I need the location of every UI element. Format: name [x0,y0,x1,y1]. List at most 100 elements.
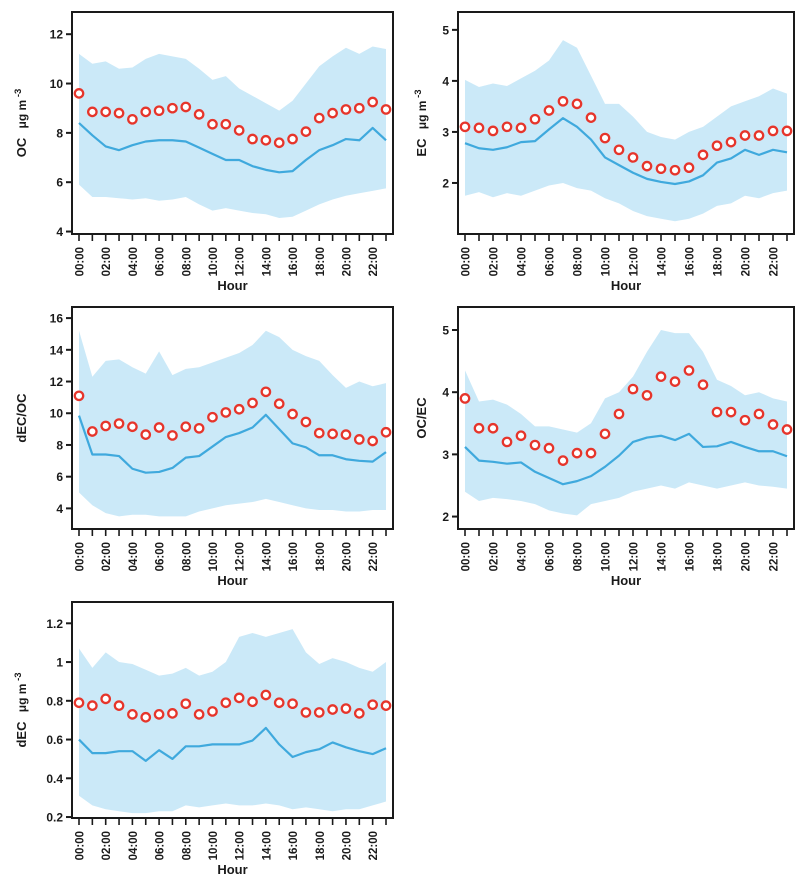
confidence-band [465,330,787,516]
mean-marker [557,455,569,466]
y-tick-label: 3 [442,125,449,139]
mean-marker [529,113,541,125]
mean-marker [140,106,152,118]
mean-marker [739,414,751,426]
plot-frame [71,11,394,235]
mean-marker [340,703,352,714]
x-tick-label: 10:00 [601,542,613,571]
y-tick-label: 6 [56,470,63,484]
mean-marker [697,379,709,391]
mean-marker [367,435,379,447]
mean-marker [753,408,765,420]
mean-markers [73,386,392,447]
mean-marker [140,711,152,723]
y-tick-label: 5 [442,23,449,37]
x-tick-label: 22:00 [368,831,380,860]
mean-marker [599,428,611,440]
y-tick-label: 0.2 [46,811,63,825]
mean-marker [767,419,779,430]
mean-marker [167,708,178,719]
y-tick-label: 5 [442,324,449,338]
y-tick-label: 0.8 [46,694,63,708]
x-tick-label: 22:00 [368,542,380,571]
x-tick-label: 08:00 [181,542,193,571]
x-tick-label: 22:00 [368,247,380,276]
x-tick-label: 22:00 [769,247,781,276]
mean-marker [669,376,681,387]
plot-frame [457,306,795,530]
mean-marker [767,125,779,137]
y-tick-label: 16 [50,312,64,326]
mean-marker [340,104,352,115]
mean-marker [655,371,667,382]
x-tick-label: 04:00 [128,831,140,860]
panel-oc: 4 6 8 10 12 00:00 02:00 04:00 06:00 08:00 10:00 12:… [0,0,400,295]
mean-marker [180,698,192,710]
mean-marker [153,709,165,720]
mean-marker [340,429,352,440]
y-tick-label: 4 [56,502,63,516]
y-axis: 4 6 8 10 12 [50,28,71,239]
mean-marker [180,101,192,113]
mean-marker [641,160,653,172]
x-tick-label: 04:00 [517,542,529,571]
mean-marker [543,442,555,454]
mean-marker [247,133,258,145]
y-tick-label: 6 [56,176,63,190]
x-tick-label: 10:00 [208,247,220,276]
x-axis-label: Hour [611,573,641,588]
mean-marker [627,152,639,163]
x-axis: 00:00 02:00 04:00 06:00 08:00 10:00 12:00 14:00… [75,819,387,860]
mean-marker [153,105,165,117]
chart-oc-ec: 2 3 4 5 00:00 02:00 04:00 06:00 08:00 10:00 12:00 1… [414,306,795,588]
mean-marker [260,134,272,146]
empty-cell [400,590,801,890]
mean-marker [697,149,709,161]
mean-marker [459,393,471,404]
x-tick-label: 18:00 [713,542,725,571]
mean-marker [113,418,125,429]
x-axis-label: Hour [611,278,641,293]
mean-marker [300,707,312,718]
mean-marker [193,709,205,720]
x-tick-label: 00:00 [461,542,473,571]
mean-marker [711,140,723,152]
x-tick-label: 18:00 [713,247,725,276]
mean-marker [459,121,471,133]
y-axis: 2 3 4 5 [442,324,457,524]
median-line [78,122,387,174]
mean-marker [585,112,597,123]
x-tick-label: 20:00 [741,247,753,276]
x-tick-label: 16:00 [288,542,300,571]
mean-marker [613,408,625,420]
y-tick-label: 1 [56,656,63,670]
x-tick-label: 06:00 [545,247,557,276]
chart-oc: 4 6 8 10 12 00:00 02:00 04:00 06:00 08:00 10:00 12:… [13,11,394,293]
mean-marker [380,426,392,438]
x-tick-label: 20:00 [341,831,353,860]
mean-marker [220,118,232,130]
y-tick-label: 12 [50,375,64,389]
mean-marker [515,122,527,134]
x-tick-label: 06:00 [155,247,167,276]
mean-marker [233,403,245,415]
x-axis-label: Hour [217,573,247,588]
mean-marker [86,106,98,118]
x-tick-label: 02:00 [101,542,113,571]
mean-marker [127,113,138,125]
x-tick-label: 16:00 [288,247,300,276]
mean-marker [585,447,597,459]
panel-ec: 2 3 4 5 00:00 02:00 04:00 06:00 08:00 10:00 12:00 1… [400,0,801,295]
mean-marker [599,132,611,144]
mean-marker [367,699,379,711]
x-tick-label: 14:00 [261,247,273,276]
mean-marker [193,109,205,120]
mean-marker [683,365,695,376]
mean-marker [86,426,98,437]
y-axis: 0.2 0.4 0.6 0.8 1 1.2 [46,617,71,825]
y-tick-label: 4 [442,74,449,88]
mean-marker [273,697,285,709]
y-axis-label: EC μg m -3 [413,89,429,156]
y-axis: 2 3 4 5 [442,23,457,190]
mean-marker [313,112,325,124]
